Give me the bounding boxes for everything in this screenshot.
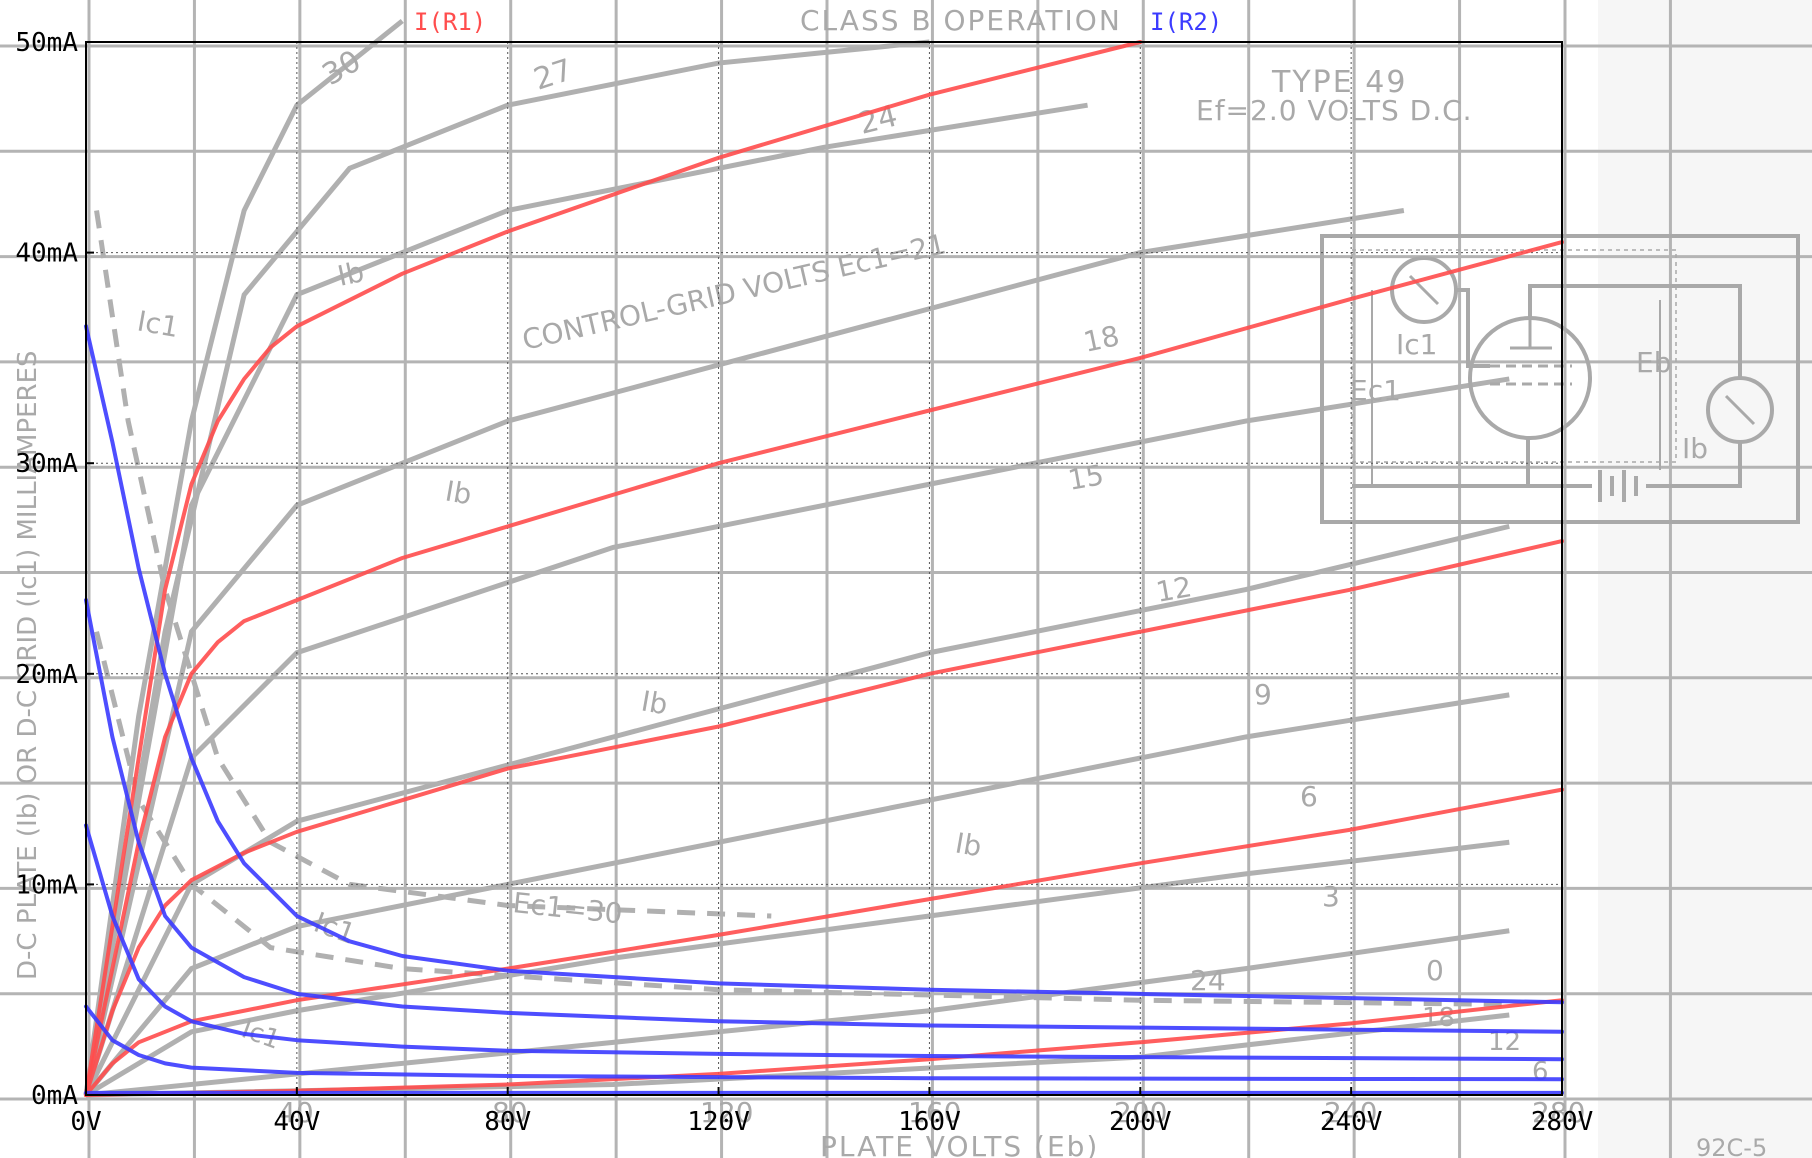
datasheet-curve [85, 928, 1510, 1098]
curve-label-ic1-1: Ic1 [135, 304, 182, 344]
datasheet-figure-id: 92C-5 [1696, 1134, 1767, 1158]
x-tick-label: 40V [273, 1107, 320, 1137]
x-tick-label: 280V [1531, 1107, 1594, 1137]
datasheet-type-label: TYPE 49 [1271, 65, 1407, 100]
y-tick-label: 40mA [15, 239, 78, 269]
datasheet-axis-number: 240 [1324, 1096, 1377, 1129]
circuit-label-ec1: Ec1 [1350, 374, 1401, 407]
plot-area: 0V 40V 80V 120V 160V 200V 240V 280V 0mA 10mA 20mA… [15, 8, 1593, 1137]
x-tick-label: 240V [1320, 1107, 1383, 1137]
series-i-r2-ecg-12 [84, 823, 1564, 1062]
series-i-r2-ecg-6 [84, 1004, 1564, 1082]
datasheet-axis-number: 120 [700, 1096, 753, 1129]
curve-label-ic1-24: 24 [1190, 964, 1226, 997]
curve-label-3: 3 [1322, 880, 1340, 913]
y-axis: 0mA 10mA 20mA 30mA 40mA 50mA [15, 28, 94, 1111]
circuit-diagram [1320, 234, 1800, 524]
background-side-panel [1598, 0, 1812, 1158]
y-tick-label: 50mA [15, 28, 78, 58]
x-tick-label: 200V [1109, 1107, 1172, 1137]
curve-label-18: 18 [1081, 319, 1123, 359]
datasheet-curve [84, 839, 1510, 1098]
x-tick-label: 160V [898, 1107, 961, 1137]
series-i-r1-ecg-0 [84, 998, 1564, 1097]
plot-frame [85, 41, 1563, 1096]
y-tick-label: 30mA [15, 449, 78, 479]
curve-label-ic1-6: 6 [1532, 1057, 1549, 1087]
series-i-r2-ecg-18 [84, 598, 1564, 1034]
circuit-frame [1320, 234, 1800, 524]
datasheet-curve [83, 208, 1405, 1096]
datasheet-axis-number: 160 [908, 1096, 961, 1129]
datasheet-axis-number: 40 [278, 1096, 314, 1129]
datasheet-title: CLASS B OPERATION [800, 4, 1122, 37]
x-tick-label: 80V [484, 1107, 531, 1137]
curve-label-ec1-30: Ec1=30 [511, 886, 624, 930]
curve-label-0: 0 [1426, 954, 1444, 987]
curve-label-15: 15 [1065, 458, 1106, 497]
legend-entry-i-r2: I(R2) [1150, 8, 1222, 36]
datasheet-x-axis-label: PLATE VOLTS (Eb) [820, 1130, 1099, 1158]
series-i-r1-ecg-12 [84, 539, 1564, 1097]
circuit-label-ic1: Ic1 [1396, 328, 1437, 361]
datasheet-axis-numbers: 40 80 120 160 200 240 280 [278, 1096, 1585, 1129]
datasheet-control-grid-label: CONTROL-GRID VOLTS Ec1=21 [519, 227, 949, 357]
curve-label-12: 12 [1153, 570, 1194, 609]
circuit-label-ib: Ib [1682, 432, 1708, 465]
x-tick-label: 0V [70, 1107, 101, 1137]
curve-label-ib-2: Ib [443, 474, 474, 511]
curve-label-ib-4: Ib [953, 826, 984, 863]
circuit-label-eb: Eb [1636, 346, 1671, 379]
y-tick-label: 20mA [15, 660, 78, 690]
x-tick-label: 120V [687, 1107, 750, 1137]
series-i-r1-ecg-18 [84, 240, 1564, 1097]
series-i-r1-ecg-6 [84, 787, 1564, 1097]
curve-label-6: 6 [1300, 780, 1318, 813]
plot-series [84, 40, 1564, 1097]
datasheet-axis-number: 200 [1114, 1096, 1167, 1129]
datasheet-grid-current-curve [94, 210, 772, 919]
legend-entry-i-r1: I(R1) [414, 8, 486, 36]
datasheet-axis-number: 80 [492, 1096, 528, 1129]
curve-label-ic1-18: 18 [1422, 1003, 1455, 1033]
datasheet-axis-number: 280 [1532, 1096, 1585, 1129]
circuit-inner-frame [1351, 249, 1677, 463]
plot-gridlines [86, 42, 1562, 1095]
y-tick-label: 10mA [15, 870, 78, 900]
datasheet-filament-label: Ef=2.0 VOLTS D.C. [1196, 94, 1473, 127]
series-i-r2-ecg-30 [84, 324, 1564, 1005]
x-axis: 0V 40V 80V 120V 160V 200V 240V 280V [70, 1087, 1593, 1137]
curve-label-ib-1: Ib [335, 255, 367, 293]
curve-label-9: 9 [1254, 678, 1272, 711]
datasheet-curve [84, 692, 1510, 1097]
datasheet-curve [83, 18, 404, 1096]
y-tick-label: 0mA [31, 1081, 78, 1111]
datasheet-y-axis-label: D-C PLATE (Ib) OR D-C GRID (Ic1) MILLIAM… [13, 350, 43, 980]
curve-label-ib-3: Ib [639, 684, 670, 721]
series-i-r1-ecg-30 [84, 40, 1143, 1097]
